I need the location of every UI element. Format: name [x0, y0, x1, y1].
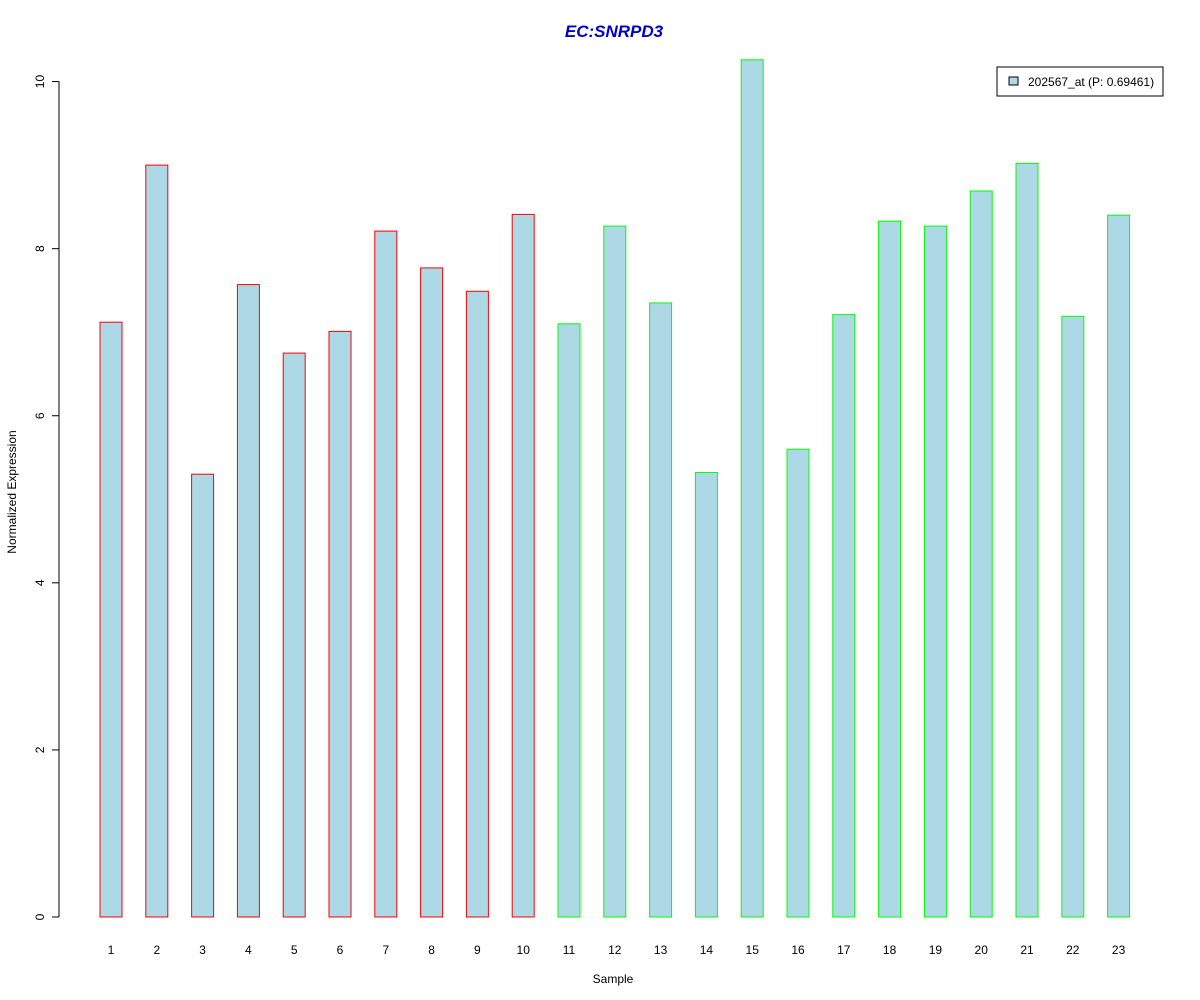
bar-sample-13 [649, 302, 673, 918]
x-tick-label: 21 [1020, 943, 1034, 957]
x-tick-label: 12 [608, 943, 622, 957]
legend-box [996, 66, 1164, 97]
bar-sample-16 [786, 448, 810, 918]
x-tick-label: 19 [929, 943, 943, 957]
x-tick-label: 5 [291, 943, 298, 957]
bars [99, 59, 1131, 918]
x-tick-label: 15 [746, 943, 760, 957]
x-tick-label: 8 [428, 943, 435, 957]
x-tick-label: 23 [1112, 943, 1126, 957]
x-tick-label: 20 [975, 943, 989, 957]
x-tick-label: 22 [1066, 943, 1080, 957]
x-tick-label: 1 [108, 943, 115, 957]
bar-sample-17 [832, 314, 856, 918]
x-tick-labels: 1 2 3 4 5 6 7 8 9 10 11 12 13 14 15 16 17 18 19 20 21 22 23 [108, 943, 1126, 957]
legend: 202567_at (P: 0.69461) [996, 66, 1164, 97]
y-axis-title: Normalized Expression [5, 430, 19, 553]
y-tick-label: 8 [33, 245, 47, 252]
y-tick-label: 10 [33, 75, 47, 89]
x-tick-label: 13 [654, 943, 668, 957]
bar-sample-20 [969, 190, 993, 918]
x-tick-label: 11 [563, 943, 576, 957]
y-tick-label: 0 [33, 913, 47, 920]
x-tick-label: 10 [517, 943, 531, 957]
x-tick-label: 14 [700, 943, 714, 957]
legend-swatch [1008, 76, 1019, 86]
bar-sample-22 [1061, 315, 1085, 918]
bar-sample-11 [557, 323, 581, 918]
x-tick-label: 16 [791, 943, 805, 957]
x-axis-title: Sample [593, 972, 634, 986]
bar-sample-12 [603, 225, 627, 918]
y-tick-label: 4 [33, 579, 47, 586]
y-tick-label: 6 [33, 412, 47, 419]
x-tick-label: 2 [153, 943, 160, 957]
bar-sample-5 [282, 352, 306, 918]
y-axis: 0 2 4 6 8 10 [33, 75, 60, 920]
x-tick-label: 17 [837, 943, 851, 957]
legend-label: 202567_at (P: 0.69461) [1028, 75, 1154, 89]
bar-sample-10 [511, 213, 535, 918]
y-tick-label: 2 [33, 746, 47, 753]
bar-sample-7 [374, 230, 398, 918]
x-tick-label: 6 [337, 943, 344, 957]
bar-sample-3 [191, 473, 215, 918]
bar-sample-6 [328, 330, 352, 918]
x-tick-label: 4 [245, 943, 252, 957]
x-tick-label: 9 [474, 943, 481, 957]
bar-sample-8 [420, 267, 444, 918]
bar-sample-4 [236, 284, 260, 918]
x-tick-label: 3 [199, 943, 206, 957]
bar-sample-19 [923, 225, 947, 918]
bar-sample-9 [465, 290, 489, 918]
bar-sample-15 [740, 59, 764, 918]
bar-sample-2 [145, 164, 169, 918]
bar-sample-21 [1015, 162, 1039, 918]
bar-sample-14 [694, 472, 718, 918]
chart-title: EC:SNRPD3 [565, 22, 664, 41]
bar-sample-1 [99, 321, 123, 918]
bar-sample-18 [878, 220, 902, 918]
x-tick-label: 7 [382, 943, 389, 957]
x-tick-label: 18 [883, 943, 897, 957]
bar-sample-23 [1107, 214, 1131, 918]
